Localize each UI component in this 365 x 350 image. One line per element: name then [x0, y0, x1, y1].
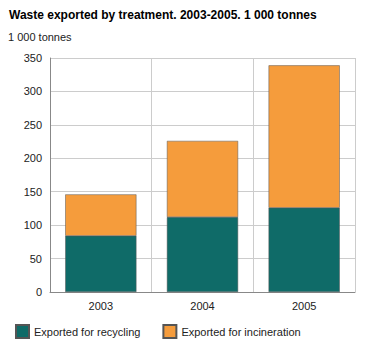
svg-text:350: 350: [24, 52, 42, 64]
svg-text:250: 250: [24, 119, 42, 131]
svg-text:Exported for incineration: Exported for incineration: [181, 326, 300, 338]
svg-text:2004: 2004: [190, 300, 214, 312]
svg-text:150: 150: [24, 186, 42, 198]
svg-text:200: 200: [24, 152, 42, 164]
svg-text:Waste exported by treatment. 2: Waste exported by treatment. 2003-2005. …: [9, 8, 317, 22]
svg-text:50: 50: [30, 253, 42, 265]
svg-text:Exported for recycling: Exported for recycling: [34, 326, 140, 338]
svg-text:2005: 2005: [292, 300, 316, 312]
svg-text:100: 100: [24, 219, 42, 231]
svg-text:2003: 2003: [89, 300, 113, 312]
svg-text:300: 300: [24, 85, 42, 97]
svg-text:0: 0: [36, 286, 42, 298]
svg-text:1 000 tonnes: 1 000 tonnes: [8, 31, 72, 43]
